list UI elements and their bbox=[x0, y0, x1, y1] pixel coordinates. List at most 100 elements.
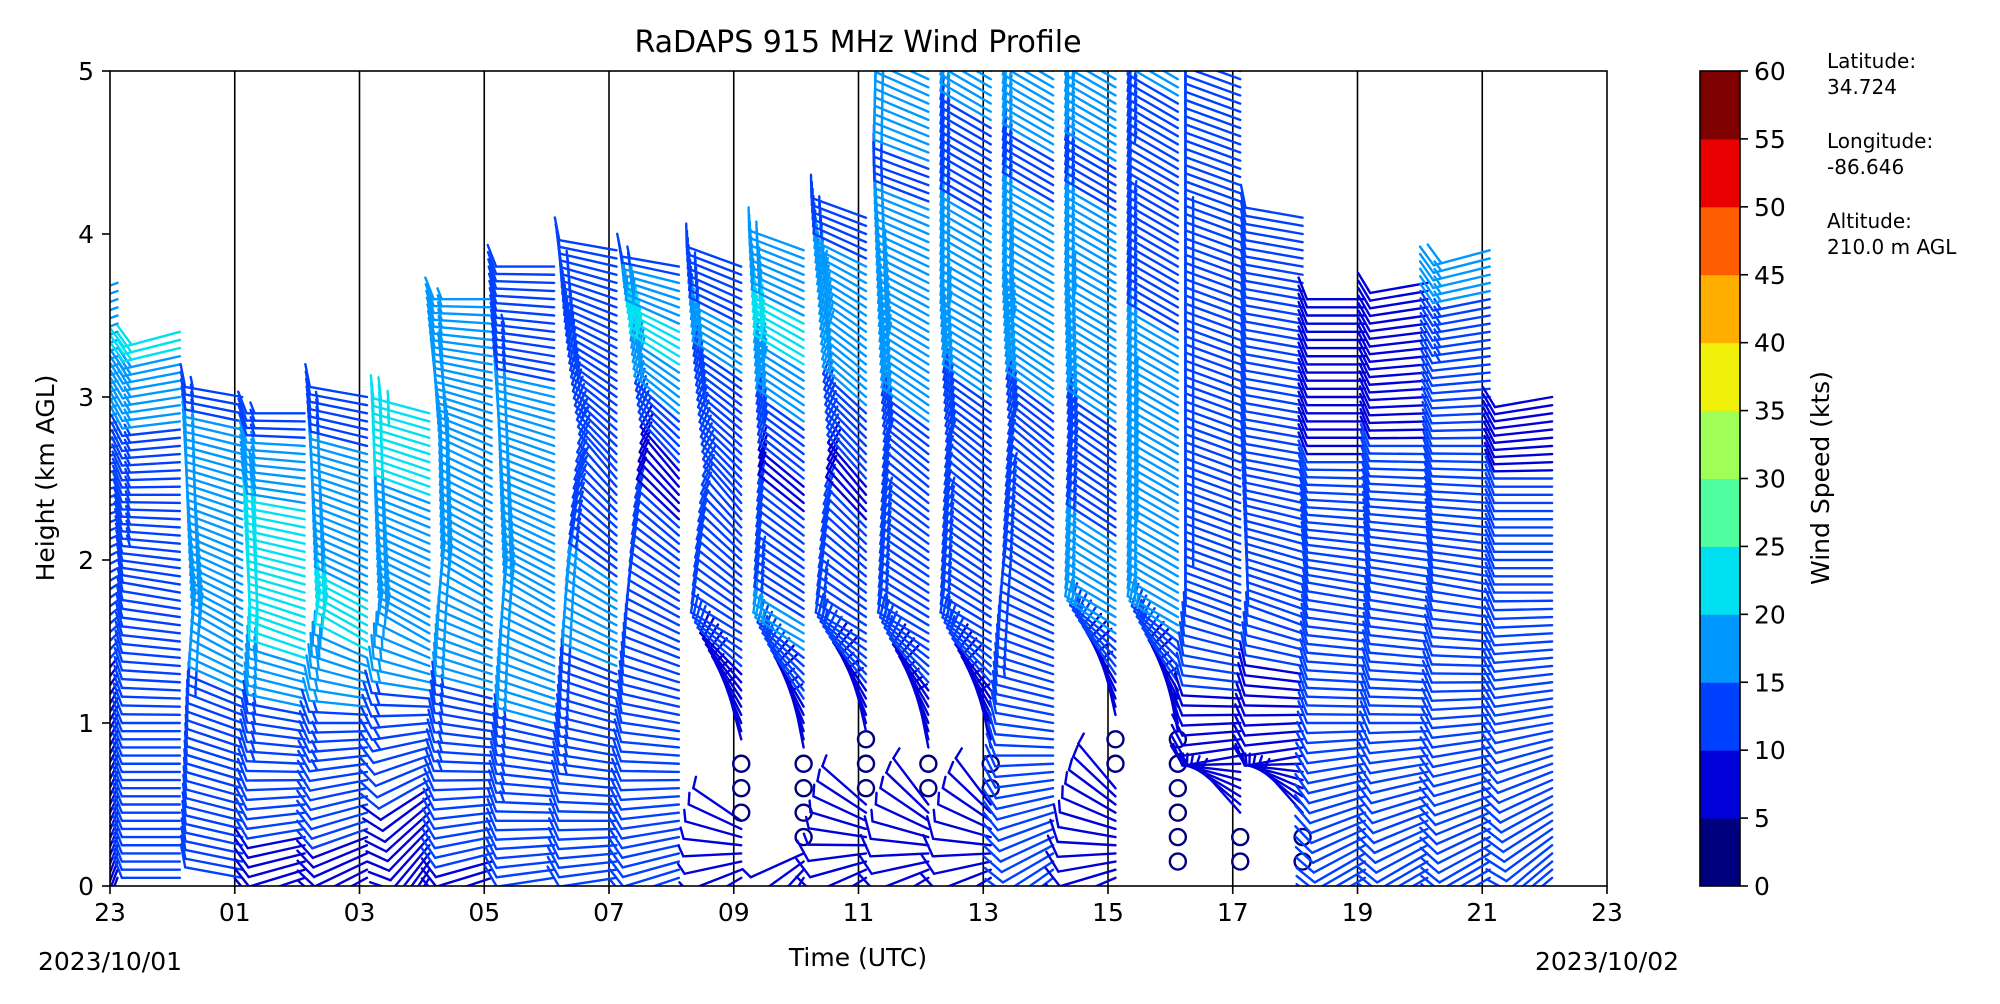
calm-barb-circle bbox=[733, 756, 749, 772]
spacer bbox=[1827, 180, 1956, 208]
wind-barb-half-feather bbox=[804, 834, 808, 845]
wind-barb-shaft bbox=[1432, 364, 1490, 370]
wind-barb-shaft bbox=[808, 845, 866, 846]
calm-barb-circle bbox=[920, 756, 936, 772]
x-tick-label: 01 bbox=[219, 898, 251, 927]
wind-barb-shaft bbox=[1370, 373, 1428, 378]
wind-barb-feather bbox=[55, 307, 70, 324]
wind-barb-shaft bbox=[434, 805, 492, 810]
wind-barb-shaft bbox=[1307, 626, 1365, 633]
wind-barb-shaft bbox=[1369, 499, 1427, 503]
wind-barb-feather bbox=[1358, 795, 1372, 813]
x-tick-label: 17 bbox=[1217, 898, 1249, 927]
station-info: Latitude: 34.724 Longitude: -86.646 Alti… bbox=[1827, 48, 1956, 260]
wind-barb-shaft bbox=[1432, 545, 1490, 552]
wind-barb-shaft bbox=[1432, 567, 1489, 576]
x-tick-label: 23 bbox=[94, 898, 126, 927]
wind-barb-half-feather bbox=[693, 777, 696, 788]
wind-barb-shaft bbox=[1370, 364, 1428, 369]
wind-barb-shaft bbox=[1245, 739, 1303, 745]
x-axis-label: Time (UTC) bbox=[788, 943, 927, 972]
wind-barb-shaft bbox=[122, 609, 179, 617]
x-tick-label: 13 bbox=[967, 898, 999, 927]
wind-barb-shaft bbox=[1432, 397, 1490, 401]
wind-barb-shaft bbox=[996, 780, 1054, 788]
colorbar-swatch bbox=[1700, 614, 1740, 682]
wind-barb-shaft bbox=[1370, 635, 1428, 641]
wind-barb-feather bbox=[985, 756, 995, 777]
wind-barb-shaft bbox=[1432, 637, 1490, 641]
wind-barb-shaft bbox=[1370, 324, 1428, 332]
wind-barb-shaft bbox=[1307, 522, 1365, 527]
wind-barb-shaft bbox=[1307, 705, 1365, 706]
wind-barb-shaft bbox=[122, 705, 180, 706]
wind-barb-shaft bbox=[1432, 381, 1490, 386]
wind-barb-shaft bbox=[995, 745, 1053, 748]
wind-barb-shaft bbox=[76, 633, 117, 674]
wind-barb-shaft bbox=[1370, 381, 1428, 385]
wind-barb-shaft bbox=[1508, 878, 1552, 915]
wind-barb-shaft bbox=[1432, 491, 1490, 494]
wind-barb-half-feather bbox=[887, 611, 890, 622]
wind-barb-half-feather bbox=[374, 717, 379, 727]
wind-barb-feather bbox=[1420, 767, 1433, 786]
wind-barb-shaft bbox=[375, 756, 430, 775]
wind-barb-shaft bbox=[995, 772, 1053, 777]
wind-barb-half-feather bbox=[871, 810, 872, 822]
wind-barb-half-feather bbox=[63, 547, 71, 555]
wind-barb-shaft bbox=[1182, 695, 1240, 698]
wind-barb-half-feather bbox=[684, 810, 685, 822]
wind-barb-feather bbox=[51, 623, 71, 635]
colorbar-tick-label: 10 bbox=[1754, 736, 1786, 765]
wind-barb-shaft bbox=[1495, 421, 1553, 428]
wind-barb-shaft bbox=[186, 772, 242, 788]
wind-barb-shaft bbox=[622, 829, 679, 839]
wind-barb-shaft bbox=[1369, 438, 1427, 439]
wind-barb-feather bbox=[1420, 788, 1435, 806]
wind-barb-shaft bbox=[622, 713, 679, 723]
x-tick-label: 11 bbox=[843, 898, 875, 927]
wind-barb-feather bbox=[1128, 35, 1132, 58]
wind-barb-feather bbox=[298, 861, 314, 877]
wind-barb-shaft bbox=[559, 783, 617, 788]
wind-barb-shaft bbox=[1495, 707, 1552, 716]
wind-barb-shaft bbox=[186, 789, 242, 804]
wind-barb-shaft bbox=[497, 870, 555, 878]
wind-barb-shaft bbox=[123, 600, 180, 609]
wind-barb-shaft bbox=[1369, 413, 1427, 415]
wind-barb-shaft bbox=[1369, 739, 1427, 743]
wind-barb-shaft bbox=[1307, 470, 1365, 471]
wind-barb-shaft bbox=[496, 318, 554, 324]
wind-barb-shaft bbox=[62, 503, 117, 520]
wind-barb-feather bbox=[55, 331, 70, 348]
wind-barb-half-feather bbox=[679, 846, 684, 857]
wind-barb-half-feather bbox=[374, 740, 380, 750]
wind-barb-feather bbox=[1421, 892, 1439, 907]
wind-barb-shaft bbox=[1370, 560, 1427, 568]
altitude-label: Altitude: bbox=[1827, 208, 1956, 234]
wind-barb-half-feather bbox=[63, 537, 71, 546]
x-tick-label: 23 bbox=[1591, 898, 1623, 927]
wind-barb-shaft bbox=[1369, 421, 1427, 423]
wind-barb-shaft bbox=[1307, 688, 1365, 691]
wind-barb-shaft bbox=[1494, 438, 1552, 443]
wind-barb-shaft bbox=[1497, 764, 1552, 783]
wind-barb-shaft bbox=[247, 796, 305, 800]
wind-barb-half-feather bbox=[62, 499, 69, 508]
wind-barb-feather bbox=[49, 591, 67, 606]
wind-barb-half-feather bbox=[938, 793, 939, 805]
wind-barb-shaft bbox=[1432, 664, 1490, 666]
wind-barb-half-feather bbox=[1135, 51, 1137, 62]
wind-barb-shaft bbox=[249, 870, 304, 887]
wind-barb-shaft bbox=[1182, 705, 1240, 706]
wind-barb-feather bbox=[298, 891, 316, 906]
wind-barb-shaft bbox=[1247, 615, 1302, 633]
wind-barb-shaft bbox=[1494, 609, 1552, 610]
wind-barb-shaft bbox=[1307, 492, 1365, 495]
wind-barb-half-feather bbox=[384, 906, 395, 909]
wind-barb-shaft bbox=[1432, 438, 1490, 439]
wind-barb-shaft bbox=[1247, 536, 1303, 551]
wind-barb-shaft bbox=[1183, 747, 1240, 755]
calm-barb-circle bbox=[858, 756, 874, 772]
wind-barb-half-feather bbox=[762, 611, 765, 622]
